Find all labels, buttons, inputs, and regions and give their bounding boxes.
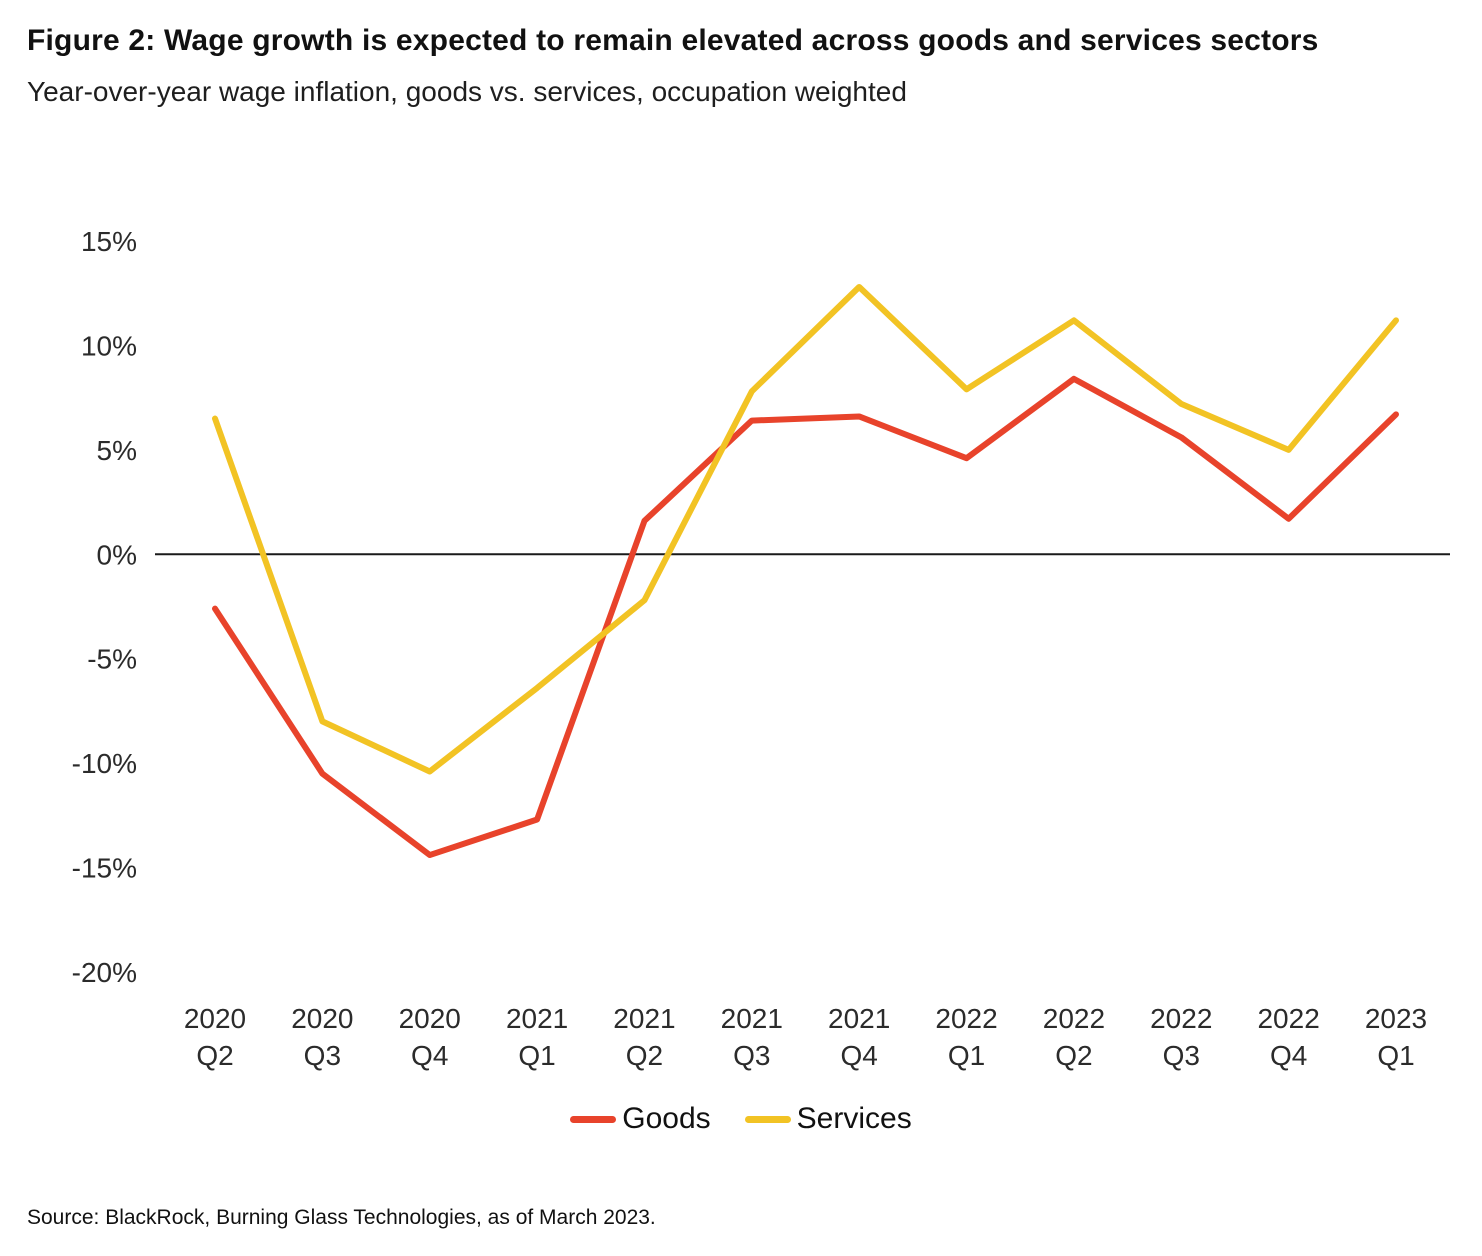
figure-subtitle: Year-over-year wage inflation, goods vs.…	[27, 76, 907, 107]
x-tick-label: 2020 Q3	[291, 1003, 353, 1071]
x-tick-label: 2021 Q2	[613, 1003, 675, 1071]
wage-inflation-line-chart: 15% 10% 5% 0% -5% -10% -15% -20% 2020 Q2 2020 Q3 202…	[72, 226, 1450, 1071]
series-line-services	[212, 283, 1399, 775]
legend-swatch-goods	[570, 1115, 617, 1123]
chart-legend: Goods Services	[0, 1102, 1482, 1136]
y-tick-label: 15%	[81, 226, 137, 257]
legend-item-goods: Goods	[570, 1102, 711, 1136]
legend-label: Goods	[622, 1102, 711, 1135]
y-tick-label: -10%	[72, 748, 137, 779]
y-tick-label: -15%	[72, 853, 137, 884]
y-tick-label: 0%	[97, 539, 137, 570]
x-tick-label: 2022 Q2	[1043, 1003, 1105, 1071]
x-tick-label: 2020 Q4	[399, 1003, 461, 1071]
y-tick-label: -5%	[87, 644, 137, 675]
x-tick-label: 2023 Q1	[1365, 1003, 1427, 1071]
x-tick-label: 2021 Q3	[721, 1003, 783, 1071]
legend-label: Services	[796, 1102, 912, 1135]
y-tick-label: 10%	[81, 330, 137, 361]
legend-item-services: Services	[744, 1102, 912, 1136]
y-tick-label: 5%	[97, 435, 137, 466]
figure-title: Figure 2: Wage growth is expected to rem…	[27, 24, 1319, 57]
legend-swatch-services	[744, 1115, 791, 1123]
x-tick-label: 2022 Q3	[1150, 1003, 1212, 1071]
x-tick-label: 2020 Q2	[184, 1003, 246, 1071]
x-tick-label: 2021 Q4	[828, 1003, 890, 1071]
source-note: Source: BlackRock, Burning Glass Technol…	[27, 1206, 656, 1229]
x-tick-label: 2022 Q1	[935, 1003, 997, 1071]
series-line-goods	[212, 375, 1399, 859]
y-tick-label: -20%	[72, 957, 137, 988]
x-tick-label: 2021 Q1	[506, 1003, 568, 1071]
x-tick-label: 2022 Q4	[1257, 1003, 1319, 1071]
